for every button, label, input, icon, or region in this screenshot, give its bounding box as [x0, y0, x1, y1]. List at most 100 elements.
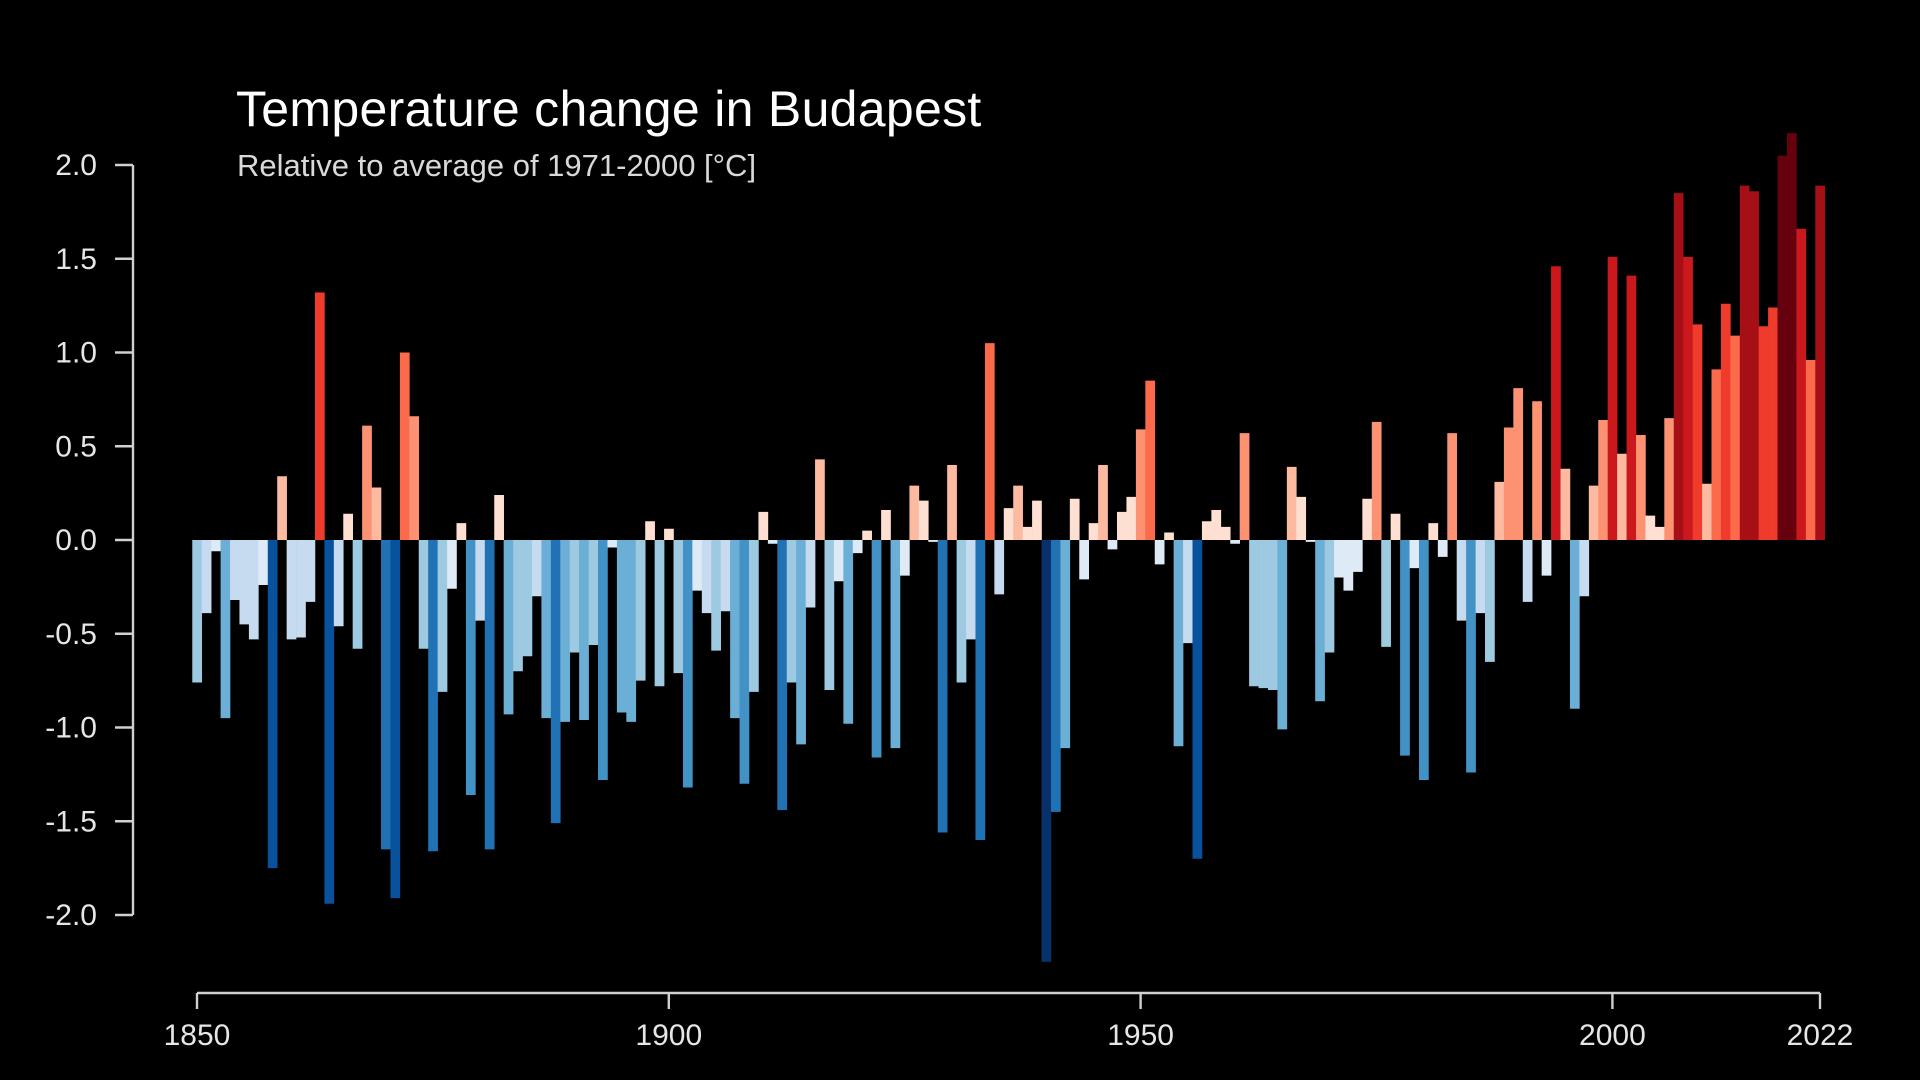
bar-2012	[1720, 303, 1731, 540]
chart-subtitle: Relative to average of 1971-2000 [°C]	[237, 148, 757, 183]
bar-2015	[1749, 191, 1759, 540]
bar-1888	[550, 540, 561, 824]
bar-1983	[1447, 433, 1458, 540]
bar-1894	[607, 540, 618, 548]
bar-1977	[1390, 513, 1401, 540]
y-tick-label: -0.5	[45, 618, 97, 651]
bar-2000	[1607, 256, 1618, 541]
bar-2021	[1805, 360, 1816, 540]
x-tick-label: 2022	[1787, 1019, 1854, 1052]
bar-1963	[1258, 540, 1269, 689]
bar-1960	[1230, 540, 1240, 544]
bar-1965	[1277, 540, 1288, 730]
bar-1853	[220, 540, 231, 719]
bar-1999	[1598, 420, 1608, 540]
bar-1879	[465, 540, 476, 795]
bar-1917	[824, 540, 835, 690]
bar-2019	[1786, 133, 1797, 541]
bar-1869	[371, 487, 382, 540]
bar-1918	[833, 540, 844, 582]
bar-1981	[1428, 523, 1439, 541]
bar-1889	[560, 540, 571, 722]
bar-1950	[1135, 429, 1146, 541]
bar-1949	[1126, 496, 1137, 541]
bar-2007	[1673, 193, 1684, 541]
bar-1935	[994, 540, 1005, 595]
bar-1989	[1503, 427, 1514, 540]
x-tick-label: 2000	[1579, 1019, 1646, 1052]
y-tick-label: 2.0	[55, 149, 97, 182]
bar-1980	[1418, 540, 1429, 780]
bar-1946	[1098, 465, 1108, 540]
y-axis: 2.0 1.5 1.0 0.5 0.0 -0.5 -1.0 -1.5 -2.0	[45, 149, 135, 932]
bar-1970	[1324, 540, 1335, 653]
bar-1961	[1239, 433, 1250, 540]
bar-1939	[1032, 500, 1042, 541]
bar-1914	[796, 540, 806, 745]
bar-1900	[664, 528, 674, 540]
bar-1866	[343, 513, 353, 540]
bar-2017	[1768, 307, 1778, 540]
bar-1871	[390, 540, 401, 899]
bar-1998	[1588, 485, 1599, 540]
bar-1861	[296, 540, 306, 638]
bar-1915	[805, 540, 816, 608]
x-tick-label: 1850	[164, 1019, 231, 1052]
bar-1873	[409, 416, 420, 540]
y-tick-label: -1.0	[45, 712, 97, 745]
bar-1862	[305, 540, 316, 602]
y-tick-label: -2.0	[45, 899, 97, 932]
bar-1947	[1107, 540, 1118, 550]
bar-1892	[588, 540, 599, 645]
bar-1996	[1569, 540, 1580, 709]
bar-1864	[324, 540, 335, 904]
bar-1987	[1485, 540, 1495, 662]
bar-1870	[381, 540, 391, 850]
bar-1910	[758, 511, 769, 541]
bar-1898	[645, 521, 655, 540]
bar-1944	[1079, 540, 1090, 580]
bar-1919	[843, 540, 854, 724]
bar-1863	[314, 292, 325, 540]
bar-1852	[211, 540, 221, 552]
bar-1858	[267, 540, 278, 869]
bar-2008	[1683, 256, 1693, 541]
bar-1974	[1362, 498, 1373, 540]
bar-1891	[579, 540, 589, 720]
bar-1953	[1164, 532, 1174, 540]
bar-1967	[1296, 496, 1307, 541]
bar-1872	[399, 352, 410, 540]
bar-1955	[1183, 540, 1193, 644]
bar-1992	[1532, 401, 1542, 540]
bar-1883	[503, 540, 514, 715]
bar-1851	[201, 540, 212, 614]
bar-1921	[862, 530, 872, 541]
bar-1976	[1381, 540, 1391, 647]
bar-1867	[352, 540, 363, 649]
bar-1982	[1437, 540, 1448, 557]
bar-1860	[286, 540, 297, 640]
x-axis: 1850 1900 1950 2000 2022	[164, 991, 1854, 1052]
bar-1882	[494, 495, 504, 540]
bar-1865	[333, 540, 344, 627]
bar-2018	[1777, 155, 1788, 540]
bar-1937	[1013, 485, 1023, 540]
bar-1893	[598, 540, 608, 780]
bar-1880	[475, 540, 486, 621]
bar-1902	[682, 540, 693, 788]
bar-1859	[277, 476, 287, 540]
bar-1984	[1456, 540, 1467, 621]
bar-2004	[1645, 515, 1656, 541]
bar-1934	[984, 343, 995, 541]
y-tick-label: 1.0	[55, 337, 97, 370]
x-tick-label: 1950	[1107, 1019, 1174, 1052]
bar-1957	[1201, 521, 1212, 540]
bar-2022	[1815, 185, 1826, 541]
y-tick-label: 1.5	[55, 243, 97, 276]
bar-1938	[1022, 526, 1033, 541]
bar-2014	[1739, 185, 1750, 541]
bar-2009	[1692, 324, 1703, 540]
y-tick-label: -1.5	[45, 805, 97, 838]
bar-2003	[1636, 435, 1646, 540]
